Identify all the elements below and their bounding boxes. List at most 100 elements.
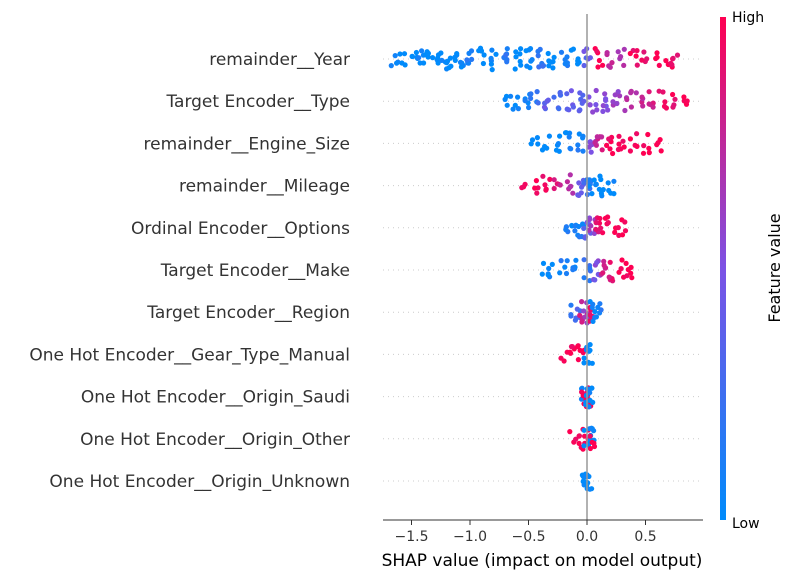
shap-point <box>663 58 669 64</box>
shap-point <box>587 486 593 492</box>
shap-point <box>600 108 606 114</box>
shap-point <box>579 319 585 325</box>
shap-point <box>588 149 594 155</box>
shap-point <box>604 50 610 56</box>
shap-point <box>591 440 597 446</box>
shap-point <box>604 142 610 148</box>
shap-point <box>581 225 587 231</box>
shap-point <box>634 48 640 54</box>
shap-point <box>607 146 613 152</box>
x-axis-title: SHAP value (impact on model output) <box>382 551 703 571</box>
shap-point <box>592 314 598 320</box>
shap-point <box>608 190 614 196</box>
shap-point <box>607 259 613 265</box>
feature-label: remainder__Year <box>209 50 350 70</box>
shap-point <box>646 150 652 156</box>
shap-point <box>558 258 564 264</box>
shap-point <box>557 270 563 276</box>
shap-point <box>660 89 666 95</box>
shap-point <box>568 88 575 94</box>
shap-point <box>602 91 608 97</box>
colorbar-high-label: High <box>732 10 764 26</box>
x-tick-label: −1.0 <box>453 529 487 545</box>
shap-point <box>564 91 570 97</box>
shap-point <box>543 187 549 193</box>
shap-point <box>593 181 599 187</box>
shap-point <box>646 89 652 95</box>
shap-point <box>600 230 606 236</box>
shap-point <box>493 51 499 57</box>
shap-point <box>617 93 623 99</box>
shap-point <box>513 54 519 60</box>
shap-point <box>557 90 563 96</box>
shap-point <box>541 104 548 110</box>
shap-point <box>627 136 634 142</box>
shap-point <box>546 58 552 64</box>
shap-point <box>606 136 612 142</box>
shap-point <box>590 318 596 324</box>
shap-point <box>598 176 604 183</box>
shap-point <box>504 59 510 65</box>
shap-point <box>633 53 639 59</box>
shap-point <box>515 106 522 112</box>
shap-point <box>600 270 606 276</box>
shap-point <box>619 232 626 238</box>
shap-point <box>658 148 664 154</box>
shap-point <box>488 61 494 67</box>
shap-point <box>672 96 678 102</box>
shap-point <box>536 64 542 70</box>
shap-point <box>581 478 587 484</box>
shap-point <box>576 223 582 230</box>
shap-point <box>579 299 585 305</box>
shap-point <box>518 62 524 68</box>
shap-point <box>593 226 599 232</box>
shap-point <box>570 104 577 110</box>
shap-point <box>564 106 570 112</box>
shap-point <box>572 317 579 323</box>
shap-point <box>591 177 597 183</box>
shap-point <box>624 273 630 279</box>
shap-point <box>401 51 408 57</box>
shap-point <box>409 53 415 60</box>
shap-point <box>512 102 518 108</box>
shap-point <box>600 103 606 109</box>
shap-point <box>623 260 629 266</box>
shap-point <box>553 147 560 153</box>
shap-point <box>629 275 635 281</box>
shap-point <box>546 265 552 272</box>
x-tick-label: −1.5 <box>395 529 429 545</box>
shap-point <box>575 357 582 363</box>
shap-point <box>616 141 622 147</box>
shap-point <box>392 53 398 59</box>
feature-label: Target Encoder__Type <box>165 92 350 112</box>
shap-point <box>528 91 534 97</box>
feature-label: Ordinal Encoder__Options <box>131 219 350 239</box>
shap-point <box>582 433 588 439</box>
shap-point <box>444 60 450 66</box>
shap-point <box>489 67 495 73</box>
shap-point <box>622 219 628 225</box>
shap-point <box>639 94 645 100</box>
shap-point <box>573 257 579 263</box>
shap-point <box>576 234 583 240</box>
shap-point <box>578 190 584 196</box>
shap-point <box>513 49 519 55</box>
shap-point <box>417 60 423 66</box>
shap-point <box>515 94 521 100</box>
shap-point <box>551 94 557 100</box>
shap-point <box>537 46 543 53</box>
shap-point <box>549 261 555 267</box>
shap-point <box>504 46 510 52</box>
shap-point <box>576 131 582 137</box>
shap-point <box>517 51 523 57</box>
shap-point <box>562 57 568 63</box>
shap-point <box>587 55 594 61</box>
shap-point <box>598 225 604 231</box>
shap-point <box>576 433 582 439</box>
shap-point <box>634 131 640 137</box>
shap-point <box>526 104 532 111</box>
shap-point <box>535 100 541 106</box>
shap-point <box>639 57 645 63</box>
shap-point <box>518 46 524 52</box>
